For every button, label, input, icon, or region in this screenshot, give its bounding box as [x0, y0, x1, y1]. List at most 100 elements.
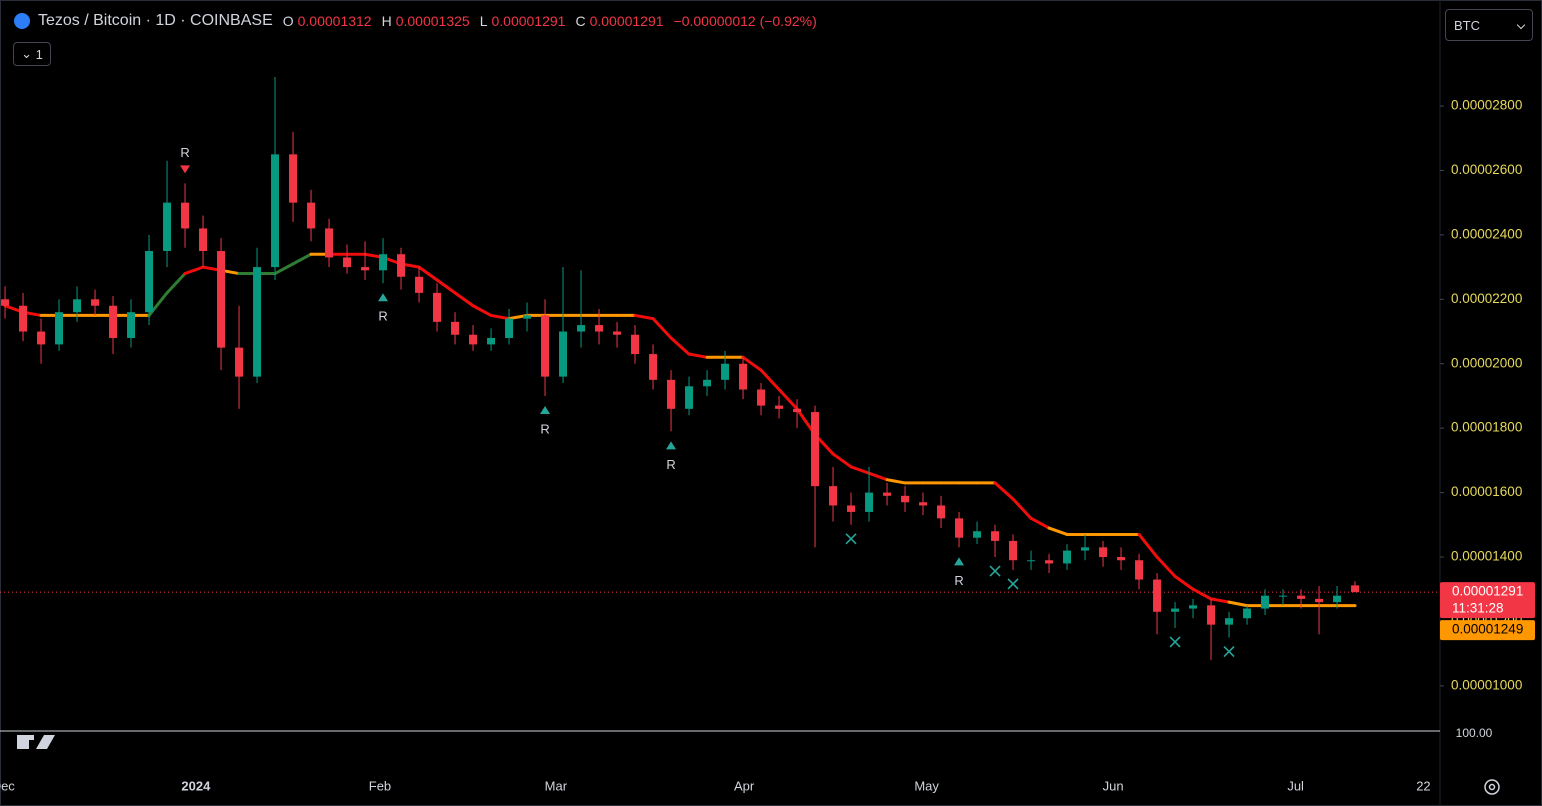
tv-logo [17, 735, 55, 749]
signal-up [378, 293, 389, 302]
candle-body [757, 389, 766, 406]
y-tick-label: 0.00001600 [1451, 484, 1522, 499]
candle-body [37, 331, 46, 345]
candle-body [217, 250, 226, 348]
x-tick-label: Dec [0, 778, 15, 793]
x-tick-label: 22 [1416, 778, 1430, 793]
candle-body [919, 502, 928, 506]
symbol-title: Tezos / Bitcoin · 1D · COINBASE [38, 12, 273, 29]
signal-up [666, 441, 677, 450]
trend-segment [1191, 587, 1213, 601]
currency-select[interactable]: BTC [1445, 9, 1533, 41]
low-value: 0.00001291 [491, 13, 566, 29]
candle-body [451, 321, 460, 335]
y-tick-label: 0.00002000 [1451, 355, 1522, 370]
candle-body [433, 292, 442, 322]
signal-exit [845, 533, 857, 545]
candle-body [973, 531, 982, 538]
candle-body [1009, 540, 1018, 561]
candle-body [145, 250, 154, 313]
candle-body [379, 254, 388, 271]
signal-up [954, 557, 965, 566]
candle-body [253, 267, 262, 377]
candle-body [631, 334, 640, 355]
signal-exit [989, 565, 1001, 577]
signal-text: R [666, 457, 675, 472]
trend-segment [435, 278, 457, 295]
candle-body [1135, 560, 1144, 580]
trend-segment [417, 265, 439, 282]
candle-body [109, 305, 118, 338]
candle-body [523, 315, 532, 319]
candle-body [1351, 585, 1360, 593]
symbol-icon [14, 13, 30, 29]
candle-body [1189, 605, 1198, 609]
trend-segment [453, 291, 475, 308]
candle-body [937, 505, 946, 519]
candle-body [1081, 547, 1090, 551]
trend-segment [1011, 497, 1033, 520]
candle-body [541, 315, 550, 377]
signal-down [180, 165, 191, 174]
signal-text: R [954, 573, 963, 588]
trend-segment [651, 317, 673, 340]
indicator-count: 1 [35, 46, 43, 62]
high-value: 0.00001325 [395, 13, 470, 29]
candle-body [1315, 598, 1324, 603]
trend-segment [759, 368, 781, 392]
candle-body [901, 495, 910, 503]
signal-text: R [378, 309, 387, 324]
signal-exit [1007, 578, 1019, 590]
candle-body [847, 505, 856, 512]
candle-body [883, 492, 892, 496]
candle-body [1117, 557, 1126, 561]
candle-body [1153, 579, 1162, 612]
candle-body [397, 254, 406, 277]
candle-body [289, 154, 298, 203]
trend-segment [885, 478, 907, 485]
x-tick-label: Jul [1287, 778, 1304, 793]
y-tick-label: 0.00002400 [1451, 226, 1522, 241]
trend-segment [777, 388, 799, 411]
candle-body [1045, 560, 1054, 564]
trend-segment [1047, 526, 1069, 536]
candle-body [721, 363, 730, 380]
last-price-label: 0.00001291 [1452, 584, 1523, 599]
y-tick-label: 0.00001400 [1451, 549, 1522, 564]
candle-body [613, 331, 622, 335]
candle-body [1027, 560, 1036, 562]
candle-body [811, 412, 820, 487]
signal-exit [1169, 636, 1181, 648]
high-label: H [381, 13, 392, 29]
x-tick-label: Feb [369, 778, 391, 793]
candle-body [991, 531, 1000, 541]
candle-body [343, 257, 352, 268]
candle-body [1171, 608, 1180, 612]
candle-body [469, 334, 478, 345]
trend-segment [489, 313, 511, 321]
settings-icon[interactable] [1484, 779, 1500, 795]
candle-body [199, 228, 208, 251]
candle-body [325, 228, 334, 258]
candle-body [1297, 595, 1306, 599]
x-tick-label: 2024 [181, 778, 211, 793]
x-tick-label: May [914, 778, 939, 793]
collapse-button[interactable]: ⌄ 1 [13, 42, 51, 66]
candle-body [685, 386, 694, 409]
trend-segment [831, 452, 853, 469]
y-tick-label: 0.00002600 [1451, 162, 1522, 177]
candle-body [415, 276, 424, 293]
candle-body [271, 154, 280, 268]
trend-segment [993, 481, 1015, 501]
trend-segment [165, 272, 187, 295]
x-tick-label: Apr [734, 778, 755, 793]
trend-tag [1440, 620, 1535, 641]
candle-body [1243, 608, 1252, 619]
candle-body [487, 337, 496, 345]
close-label: C [575, 13, 586, 29]
candle-body [829, 486, 838, 506]
x-tick-label: Jun [1103, 778, 1124, 793]
plot-area: R R R R R [0, 77, 1440, 661]
